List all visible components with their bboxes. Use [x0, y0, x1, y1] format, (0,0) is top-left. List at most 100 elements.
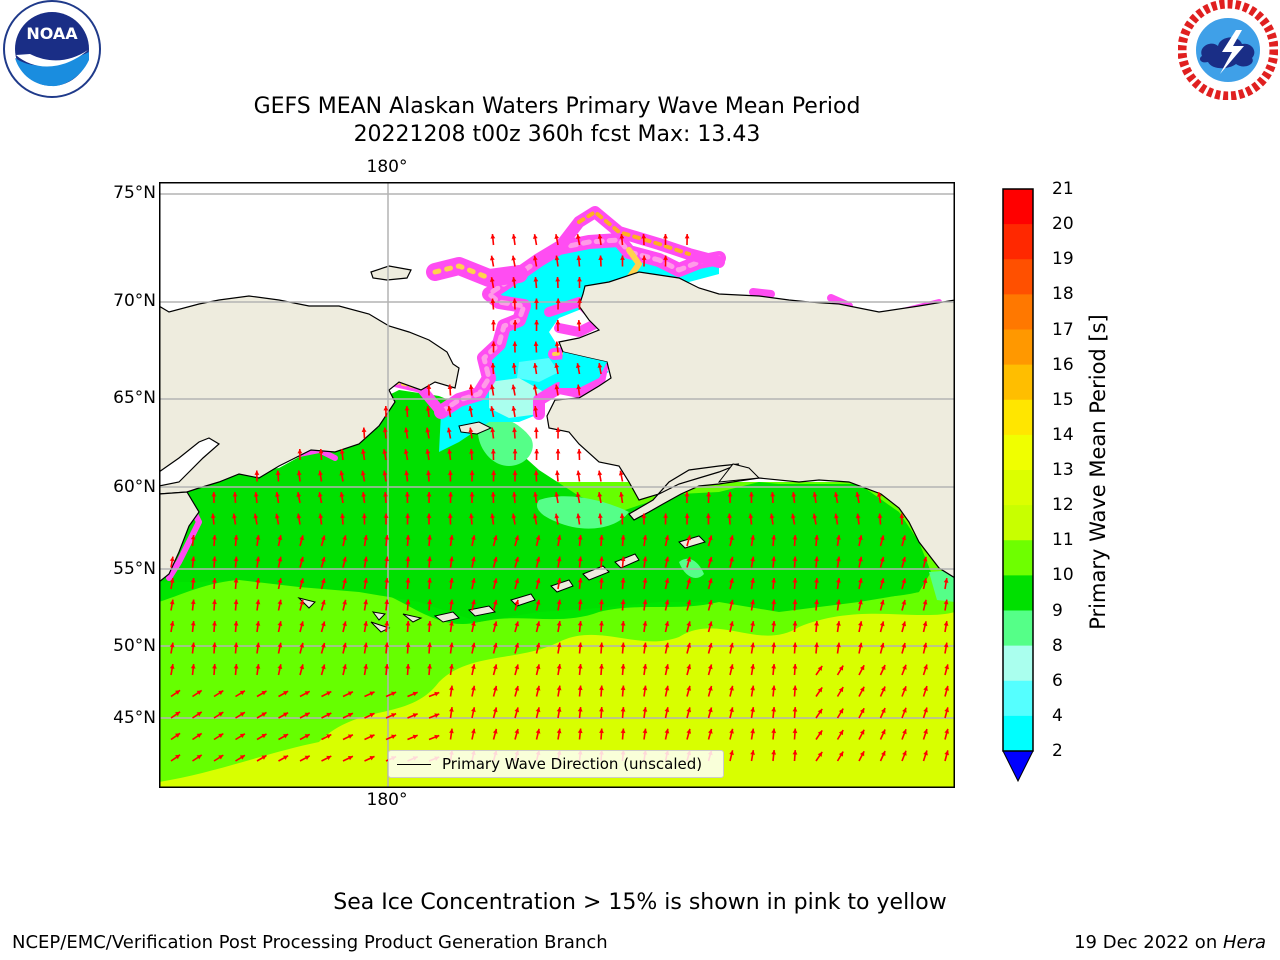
wave-arrow-head — [384, 556, 390, 562]
wave-arrow-head — [405, 664, 411, 669]
wave-arrow-head — [190, 621, 196, 626]
wave-arrow-head — [686, 685, 692, 691]
wave-arrow-head — [879, 556, 885, 562]
wave-arrow-head — [792, 578, 798, 583]
wave-arrow-head — [490, 234, 496, 239]
wave-arrow-head — [575, 363, 581, 368]
colorbar-tick-label: 17 — [1052, 319, 1074, 340]
wave-arrow-head — [391, 734, 397, 740]
wave-arrow-head — [511, 234, 517, 239]
wave-arrow-head — [858, 642, 863, 648]
colorbar-cell — [1003, 259, 1033, 295]
wave-arrow-head — [620, 255, 625, 260]
wave-arrow-head — [405, 535, 411, 540]
wave-arrow-head — [664, 535, 670, 541]
wave-arrow-head — [342, 578, 347, 584]
wave-arrow-head — [449, 556, 454, 562]
wave-arrow-head — [471, 685, 476, 691]
colorbar-cell — [1003, 434, 1033, 471]
wave-arrow-head — [471, 621, 476, 627]
wave-arrow-head — [642, 685, 648, 691]
wave-arrow-head — [902, 664, 907, 670]
wave-arrow-head — [642, 556, 648, 562]
wave-arrow-head — [556, 642, 562, 648]
wave-arrow-head — [533, 277, 539, 282]
wave-arrow-head — [879, 578, 885, 584]
wave-arrow-head — [576, 255, 582, 261]
wave-arrow-head — [618, 470, 624, 476]
wave-arrow-head — [708, 578, 713, 584]
wave-arrow-head — [490, 298, 496, 304]
wave-arrow-head — [535, 556, 541, 562]
wave-arrow-head — [814, 642, 819, 648]
wave-arrow-head — [597, 363, 603, 368]
wave-arrow-head — [212, 599, 217, 605]
wave-arrow-head — [469, 513, 474, 519]
wave-arrow-head — [511, 255, 517, 261]
colorbar-tick-label: 6 — [1052, 670, 1063, 691]
wave-arrow-head — [814, 621, 819, 626]
wave-arrow-head — [555, 320, 561, 325]
wave-arrow-head — [664, 578, 670, 584]
wave-arrow-head — [708, 556, 713, 562]
wave-arrow-head — [491, 470, 497, 475]
wave-arrow-head — [449, 599, 454, 605]
land-aleutians — [297, 535, 706, 633]
wave-arrow-head — [471, 728, 476, 734]
wave-arrow-head — [792, 642, 798, 648]
wave-arrow-head — [447, 470, 453, 475]
wave-arrow-head — [512, 320, 518, 325]
lat-label-45: 45°N — [113, 708, 156, 728]
wave-arrow-head — [577, 621, 583, 626]
land-wrangel — [370, 265, 412, 281]
wave-arrow-head — [471, 707, 476, 713]
wave-arrow-head — [817, 751, 823, 757]
wave-arrow-head — [369, 691, 375, 696]
wave-arrow-head — [620, 599, 626, 605]
wave-arrow-head — [427, 599, 432, 605]
wave-arrow-head — [727, 513, 733, 519]
wave-arrow-head — [881, 729, 886, 735]
colorbar-border — [1002, 188, 1034, 752]
wave-arrow-head — [532, 255, 538, 261]
wave-arrow-head — [449, 728, 454, 734]
wave-arrow-head — [706, 492, 711, 497]
wave-arrow-head — [277, 621, 283, 627]
wave-arrow-head — [427, 535, 432, 540]
wave-arrow-head — [492, 707, 498, 713]
wave-arrow-head — [836, 578, 841, 583]
wave-arrow-head — [347, 712, 353, 718]
wave-arrow-head — [577, 664, 583, 669]
wave-arrow-head — [771, 535, 777, 540]
wave-arrow-head — [599, 707, 604, 712]
wave-arrow-head — [239, 690, 245, 696]
wave-arrow-head — [879, 621, 885, 627]
wave-arrow-head — [232, 492, 238, 497]
wave-arrow-head — [492, 642, 498, 648]
wave-arrow-head — [299, 578, 305, 584]
wave-arrow-head — [533, 363, 538, 368]
wave-arrow-head — [642, 621, 648, 626]
wave-arrow-head — [664, 621, 670, 627]
wave-arrow-head — [274, 513, 280, 519]
wave-arrow-head — [814, 578, 819, 583]
wave-arrow-head — [944, 664, 950, 670]
wave-arrow-head — [369, 756, 375, 761]
wave-arrow-head — [283, 691, 289, 696]
wave-arrow-head — [449, 664, 454, 669]
wave-arrow-head — [686, 621, 692, 627]
wave-arrow-head — [468, 406, 474, 411]
wave-arrow-head — [169, 621, 175, 626]
wave-arrow-head — [556, 535, 562, 540]
wave-arrow-head — [729, 685, 734, 691]
wave-arrow-head — [532, 513, 538, 519]
wave-arrow-head — [708, 599, 713, 605]
wave-arrow-head — [771, 685, 777, 691]
wave-arrow-head — [943, 578, 949, 583]
wave-arrow-head — [729, 664, 734, 670]
wave-arrow-head — [901, 642, 907, 648]
wave-arrow-head — [471, 556, 476, 562]
wave-arrow-head — [642, 578, 648, 583]
lon-label-bottom: 180° — [366, 790, 408, 810]
wave-arrow-head — [881, 751, 886, 756]
